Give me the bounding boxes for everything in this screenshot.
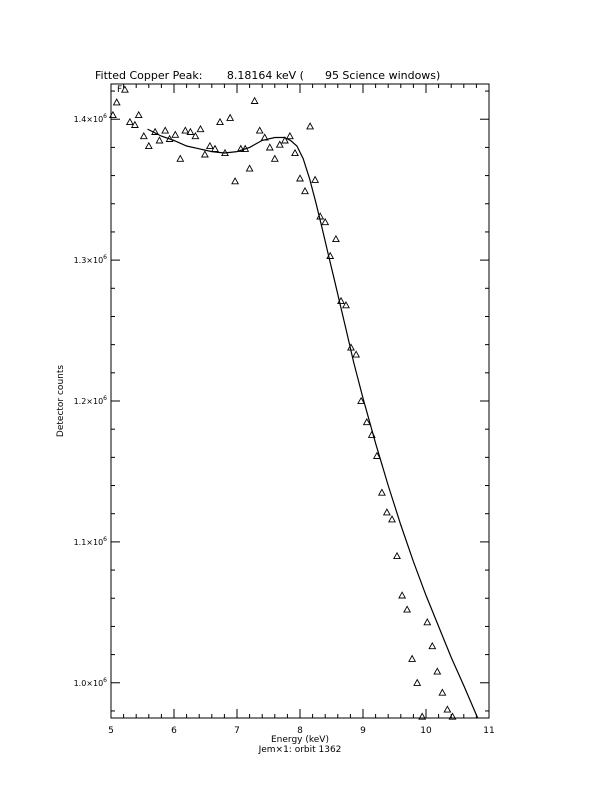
data-point — [423, 618, 432, 626]
data-point — [316, 212, 325, 220]
data-point — [377, 488, 386, 496]
data-point — [151, 127, 160, 135]
data-point — [144, 141, 153, 150]
data-point — [433, 667, 442, 675]
data-point — [443, 705, 452, 713]
data-point — [191, 131, 200, 140]
data-point — [120, 85, 129, 93]
x-tick-label: 10 — [420, 726, 432, 736]
y-tick-label: 1.0×106 — [74, 677, 108, 688]
data-point — [130, 120, 139, 128]
data-point — [357, 396, 366, 405]
data-points — [108, 85, 457, 720]
data-point — [438, 688, 447, 696]
data-point — [161, 126, 170, 134]
data-point — [165, 134, 174, 142]
data-point — [270, 154, 279, 162]
data-point — [181, 126, 190, 134]
data-point — [382, 508, 391, 516]
x-tick-label: 6 — [171, 726, 177, 736]
data-point — [408, 654, 417, 662]
x-tick-label: 11 — [483, 726, 494, 736]
data-point — [221, 148, 229, 157]
data-point — [291, 148, 299, 157]
data-point — [211, 144, 219, 152]
chart-caption: Jem×1: orbit 1362 — [258, 745, 342, 755]
data-point — [250, 96, 259, 104]
data-point — [342, 301, 350, 309]
data-point — [200, 150, 209, 158]
y-tick-label: 1.2×106 — [74, 395, 108, 406]
y-tick-label: 1.1×106 — [74, 536, 108, 547]
data-point — [280, 136, 289, 144]
data-point — [134, 110, 143, 119]
data-point — [367, 430, 376, 438]
fit-curve — [147, 128, 479, 719]
data-point — [216, 117, 224, 126]
data-point — [306, 122, 315, 130]
data-point — [231, 177, 240, 185]
data-point — [326, 251, 335, 259]
y-axis: 1.0×106 1.1×106 1.2×106 1.3×106 1.4×106 — [74, 90, 489, 712]
data-point — [388, 515, 396, 523]
data-point — [176, 154, 185, 162]
data-point — [108, 110, 117, 119]
x-tick-label: 8 — [297, 726, 303, 736]
data-point — [301, 186, 309, 195]
data-point — [413, 678, 422, 686]
data-point — [226, 113, 235, 121]
data-point — [245, 164, 254, 172]
data-point — [155, 136, 164, 144]
data-point — [265, 143, 274, 151]
data-point — [241, 144, 250, 152]
data-point — [393, 551, 401, 560]
data-point — [275, 140, 284, 148]
data-point — [125, 117, 134, 126]
data-point — [331, 234, 340, 243]
plot-frame — [110, 83, 490, 719]
data-point — [347, 343, 355, 351]
data-point — [311, 175, 320, 183]
data-point — [171, 130, 180, 138]
data-point — [418, 712, 427, 720]
fit-curve-layer — [147, 128, 479, 719]
corner-label: F — [117, 85, 122, 95]
data-point — [296, 174, 304, 182]
data-point — [236, 144, 245, 152]
x-tick-label: 5 — [108, 726, 114, 736]
y-tick-label: 1.4×106 — [74, 113, 108, 124]
y-axis-label: Detector counts — [56, 365, 66, 437]
data-point — [372, 451, 381, 459]
data-point — [428, 641, 437, 650]
data-point — [205, 141, 214, 150]
data-point — [337, 296, 345, 305]
data-point — [398, 591, 407, 599]
x-axis: 5 6 7 8 9 10 11 — [108, 84, 495, 736]
y-tick-label: 1.3×106 — [74, 254, 108, 265]
data-point — [112, 98, 121, 106]
chart-title: Fitted Copper Peak: 8.18164 keV ( 95 Sci… — [95, 69, 440, 82]
data-point — [448, 712, 457, 720]
data-point — [352, 350, 361, 358]
data-point — [255, 126, 264, 134]
data-point — [139, 131, 148, 140]
x-tick-label: 7 — [234, 726, 240, 736]
data-point — [403, 605, 412, 613]
data-point — [260, 133, 269, 141]
data-point — [186, 127, 195, 135]
data-point — [362, 417, 371, 426]
x-tick-label: 9 — [360, 726, 366, 736]
data-point — [321, 217, 330, 226]
x-axis-label: Energy (keV) — [271, 735, 329, 745]
data-point — [196, 124, 205, 133]
data-point — [285, 131, 294, 140]
